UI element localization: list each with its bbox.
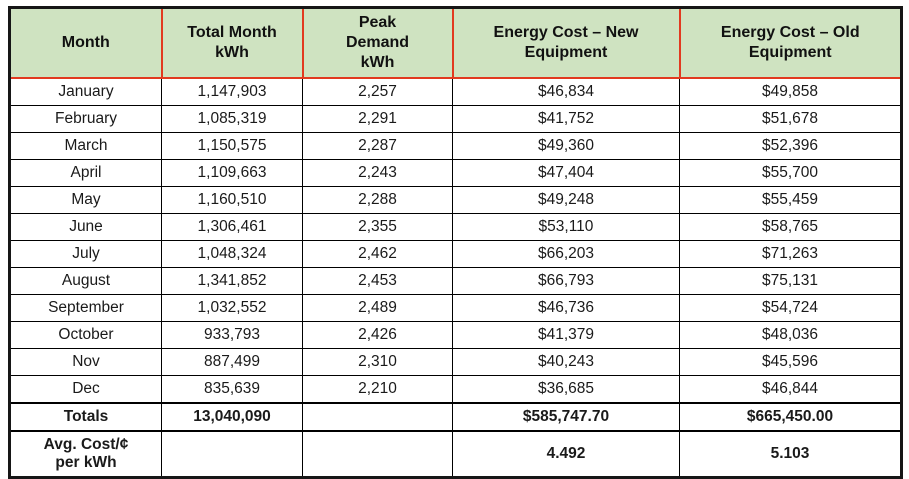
table-row: Nov 887,499 2,310 $40,243 $45,596: [9, 348, 902, 376]
table-row: May 1,160,510 2,288 $49,248 $55,459: [9, 186, 902, 214]
table-row: February 1,085,319 2,291 $41,752 $51,678: [9, 105, 902, 133]
table-row: March 1,150,575 2,287 $49,360 $52,396: [9, 132, 902, 160]
peak-demand-cell: 2,257: [302, 77, 453, 106]
total-kwh-cell: 1,048,324: [161, 240, 303, 268]
total-kwh-cell: 1,306,461: [161, 213, 303, 241]
cost-old-cell: $58,765: [679, 213, 902, 241]
avg-cost-old-cell: 5.103: [679, 430, 902, 478]
table-row: April 1,109,663 2,243 $47,404 $55,700: [9, 159, 902, 187]
total-kwh-cell: 1,341,852: [161, 267, 303, 295]
cost-old-cell: $51,678: [679, 105, 902, 133]
avg-cost-label: Avg. Cost/¢ per kWh: [9, 430, 162, 478]
header-month: Month: [9, 7, 163, 79]
energy-cost-table: Month Total Month kWh Peak Demand kWh En…: [8, 6, 903, 479]
totals-kwh-cell: 13,040,090: [161, 402, 303, 432]
month-cell: Nov: [9, 348, 162, 376]
cost-new-cell: $46,736: [452, 294, 680, 322]
peak-demand-cell: 2,453: [302, 267, 453, 295]
total-kwh-cell: 1,085,319: [161, 105, 303, 133]
total-kwh-cell: 1,150,575: [161, 132, 303, 160]
cost-new-cell: $49,248: [452, 186, 680, 214]
peak-demand-cell: 2,355: [302, 213, 453, 241]
totals-peak-cell: [302, 402, 453, 432]
cost-new-cell: $41,379: [452, 321, 680, 349]
peak-demand-cell: 2,462: [302, 240, 453, 268]
month-cell: January: [9, 77, 162, 106]
cost-new-cell: $53,110: [452, 213, 680, 241]
month-cell: October: [9, 321, 162, 349]
month-cell: September: [9, 294, 162, 322]
total-kwh-cell: 1,160,510: [161, 186, 303, 214]
month-cell: August: [9, 267, 162, 295]
avg-cost-new-cell: 4.492: [452, 430, 680, 478]
cost-new-cell: $47,404: [452, 159, 680, 187]
cost-old-cell: $45,596: [679, 348, 902, 376]
cost-new-cell: $46,834: [452, 77, 680, 106]
table-row: September 1,032,552 2,489 $46,736 $54,72…: [9, 294, 902, 322]
peak-demand-cell: 2,310: [302, 348, 453, 376]
header-peak-demand: Peak Demand kWh: [301, 7, 454, 79]
cost-new-cell: $66,203: [452, 240, 680, 268]
peak-demand-cell: 2,287: [302, 132, 453, 160]
total-kwh-cell: 1,147,903: [161, 77, 303, 106]
totals-label: Totals: [9, 402, 162, 432]
month-cell: July: [9, 240, 162, 268]
cost-new-cell: $40,243: [452, 348, 680, 376]
cost-new-cell: $36,685: [452, 375, 680, 404]
table-row: October 933,793 2,426 $41,379 $48,036: [9, 321, 902, 349]
total-kwh-cell: 835,639: [161, 375, 303, 404]
cost-old-cell: $48,036: [679, 321, 902, 349]
table-row: January 1,147,903 2,257 $46,834 $49,858: [9, 77, 902, 106]
total-kwh-cell: 887,499: [161, 348, 303, 376]
peak-demand-cell: 2,489: [302, 294, 453, 322]
table-row: July 1,048,324 2,462 $66,203 $71,263: [9, 240, 902, 268]
cost-old-cell: $49,858: [679, 77, 902, 106]
avg-cost-row: Avg. Cost/¢ per kWh 4.492 5.103: [9, 430, 902, 478]
table-row: June 1,306,461 2,355 $53,110 $58,765: [9, 213, 902, 241]
month-cell: February: [9, 105, 162, 133]
totals-row: Totals 13,040,090 $585,747.70 $665,450.0…: [9, 402, 902, 432]
cost-old-cell: $52,396: [679, 132, 902, 160]
cost-new-cell: $49,360: [452, 132, 680, 160]
cost-new-cell: $66,793: [452, 267, 680, 295]
cost-old-cell: $75,131: [679, 267, 902, 295]
header-total-kwh: Total Month kWh: [160, 7, 304, 79]
cost-old-cell: $55,459: [679, 186, 902, 214]
totals-cost-new-cell: $585,747.70: [452, 402, 680, 432]
month-cell: May: [9, 186, 162, 214]
avg-peak-cell: [302, 430, 453, 478]
cost-old-cell: $71,263: [679, 240, 902, 268]
header-cost-old: Energy Cost – Old Equipment: [678, 7, 902, 79]
peak-demand-cell: 2,291: [302, 105, 453, 133]
table-row: August 1,341,852 2,453 $66,793 $75,131: [9, 267, 902, 295]
peak-demand-cell: 2,288: [302, 186, 453, 214]
header-cost-new: Energy Cost – New Equipment: [451, 7, 681, 79]
cost-new-cell: $41,752: [452, 105, 680, 133]
cost-old-cell: $55,700: [679, 159, 902, 187]
totals-cost-old-cell: $665,450.00: [679, 402, 902, 432]
table-row: Dec 835,639 2,210 $36,685 $46,844: [9, 375, 902, 404]
avg-kwh-cell: [161, 430, 303, 478]
month-cell: June: [9, 213, 162, 241]
total-kwh-cell: 1,032,552: [161, 294, 303, 322]
total-kwh-cell: 933,793: [161, 321, 303, 349]
peak-demand-cell: 2,426: [302, 321, 453, 349]
header-row: Month Total Month kWh Peak Demand kWh En…: [9, 7, 902, 79]
cost-old-cell: $46,844: [679, 375, 902, 404]
peak-demand-cell: 2,210: [302, 375, 453, 404]
total-kwh-cell: 1,109,663: [161, 159, 303, 187]
month-cell: April: [9, 159, 162, 187]
month-cell: March: [9, 132, 162, 160]
cost-old-cell: $54,724: [679, 294, 902, 322]
month-cell: Dec: [9, 375, 162, 404]
peak-demand-cell: 2,243: [302, 159, 453, 187]
